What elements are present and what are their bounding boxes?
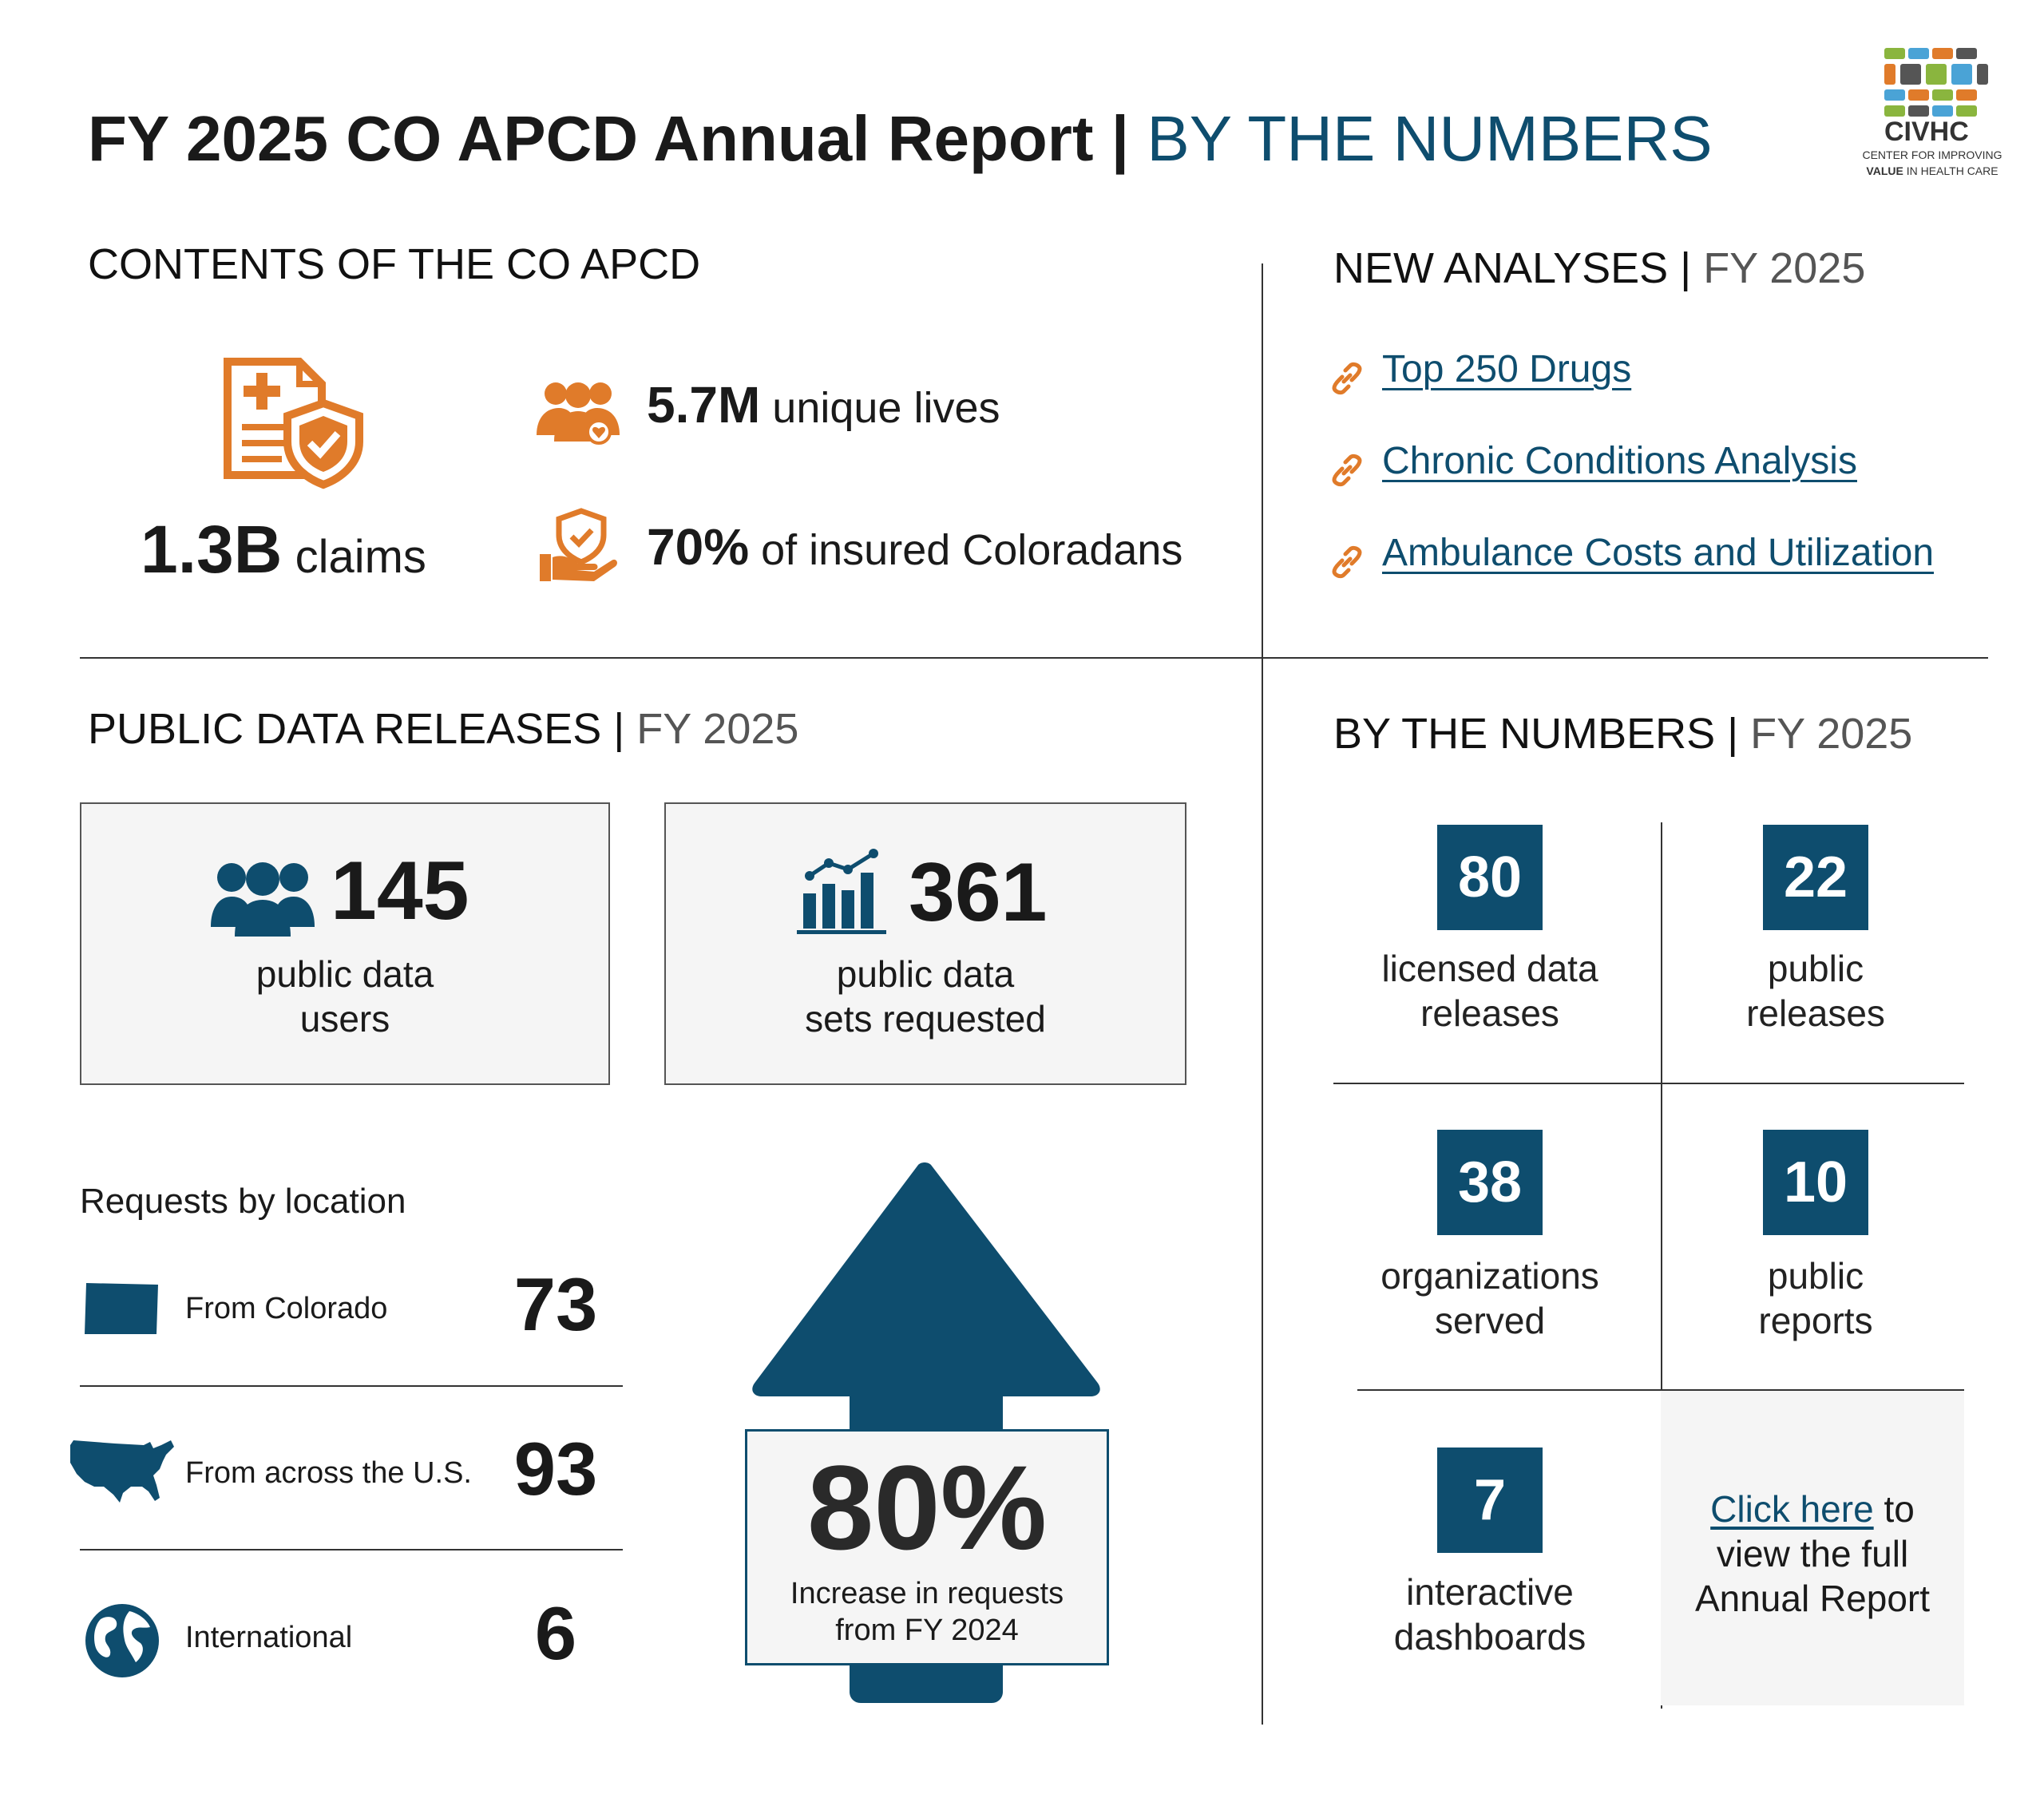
civhc-logo-grid-icon — [1884, 48, 1988, 117]
grid-vertical-divider — [1661, 822, 1662, 1709]
link-text-chronic-conditions[interactable]: Chronic Conditions Analysis — [1382, 440, 1857, 482]
grid-divider — [1357, 1389, 1964, 1391]
link-text-ambulance-costs[interactable]: Ambulance Costs and Utilization — [1382, 532, 1935, 574]
tile-label-reports-1: public — [1767, 1255, 1864, 1297]
civhc-logo: CIVHC CENTER FOR IMPROVING VALUE IN HEAL… — [1852, 48, 2012, 184]
by-numbers-heading: BY THE NUMBERS | FY 2025 — [1333, 710, 1913, 758]
location-value-colorado: 73 — [513, 1262, 598, 1346]
tile-label-reports-2: reports — [1758, 1300, 1873, 1341]
location-divider — [80, 1549, 623, 1550]
link-icon — [1332, 453, 1362, 486]
tile-licensed-releases: 80 — [1437, 825, 1543, 930]
tile-dashboards: 7 — [1437, 1448, 1543, 1553]
public-data-sets-card: 361 public data sets requested — [664, 802, 1186, 1085]
tile-label-public-releases-2: releases — [1746, 992, 1885, 1034]
users-count: 145 — [331, 845, 469, 937]
link-icon — [1332, 545, 1362, 578]
users-group-icon — [211, 862, 315, 937]
public-data-heading: PUBLIC DATA RELEASES | FY 2025 — [88, 705, 799, 753]
location-divider — [80, 1385, 623, 1387]
tile-public-reports: 10 — [1763, 1130, 1868, 1235]
grid-divider — [1333, 1083, 1964, 1084]
sets-label-1: public data — [836, 953, 1015, 995]
tile-label-licensed-2: releases — [1420, 992, 1559, 1034]
title-accent: BY THE NUMBERS — [1147, 103, 1713, 174]
increase-callout: 80% Increase in requests from FY 2024 — [745, 1429, 1109, 1665]
logo-tagline-2: VALUE IN HEALTH CARE — [1866, 164, 1998, 177]
location-label-us: From across the U.S. — [185, 1456, 472, 1490]
tile-label-dashboards-1: interactive — [1406, 1571, 1574, 1613]
colorado-shape-icon — [85, 1283, 158, 1334]
cta-text: Click here to view the full Annual Repor… — [1694, 1488, 1931, 1619]
vertical-divider — [1262, 263, 1263, 1725]
logo-tagline-1: CENTER FOR IMPROVING — [1862, 149, 2002, 161]
increase-label-1: Increase in requests — [790, 1577, 1064, 1610]
users-label-2: users — [299, 998, 390, 1040]
horizontal-divider — [80, 657, 1988, 659]
increase-label-2: from FY 2024 — [835, 1614, 1019, 1647]
claims-stat: 1.3B claims — [141, 512, 426, 587]
link-icon — [1332, 362, 1362, 394]
sets-count: 361 — [909, 846, 1048, 939]
link-ambulance-costs[interactable]: Ambulance Costs and Utilization — [1329, 531, 1934, 580]
click-here-link[interactable]: Click here — [1710, 1488, 1874, 1530]
public-data-users-card: 145 public data users — [80, 802, 610, 1085]
link-chronic-conditions[interactable]: Chronic Conditions Analysis — [1329, 439, 1857, 488]
users-label-1: public data — [256, 953, 434, 995]
link-text-top-250-drugs[interactable]: Top 250 Drugs — [1382, 348, 1632, 390]
sets-label-2: sets requested — [805, 998, 1046, 1040]
increase-value: 80% — [806, 1440, 1048, 1574]
tile-label-organizations-2: served — [1434, 1300, 1546, 1341]
insured-stat: 70% of insured Coloradans — [647, 518, 1183, 576]
bar-chart-trend-icon — [797, 849, 886, 934]
logo-name: CIVHC — [1884, 117, 1969, 147]
usa-map-icon — [70, 1440, 174, 1503]
requests-heading: Requests by location — [80, 1182, 406, 1221]
tile-label-public-releases-1: public — [1767, 948, 1864, 989]
globe-icon — [85, 1604, 159, 1677]
annual-report-cta: Click here to view the full Annual Repor… — [1661, 1391, 1964, 1705]
tile-label-licensed-1: licensed data — [1381, 948, 1598, 989]
unique-lives-stat: 5.7M unique lives — [647, 376, 1000, 434]
location-value-international: 6 — [534, 1591, 577, 1675]
people-group-icon — [537, 382, 620, 445]
tile-public-releases: 22 — [1763, 825, 1868, 930]
page-title: FY 2025 CO APCD Annual Report | BY THE N… — [88, 102, 1713, 176]
title-main: FY 2025 CO APCD Annual Report | — [88, 103, 1130, 174]
tile-label-organizations-1: organizations — [1380, 1255, 1599, 1297]
hand-shield-icon — [540, 508, 617, 581]
location-label-colorado: From Colorado — [185, 1292, 388, 1325]
claim-document-shield-icon — [224, 358, 363, 489]
tile-organizations: 38 — [1437, 1130, 1543, 1235]
link-top-250-drugs[interactable]: Top 250 Drugs — [1329, 347, 1631, 396]
new-analyses-heading: NEW ANALYSES | FY 2025 — [1333, 244, 1866, 292]
location-value-us: 93 — [513, 1427, 598, 1511]
location-label-international: International — [185, 1621, 353, 1654]
tile-label-dashboards-2: dashboards — [1393, 1616, 1586, 1657]
contents-heading: CONTENTS OF THE CO APCD — [88, 240, 701, 288]
